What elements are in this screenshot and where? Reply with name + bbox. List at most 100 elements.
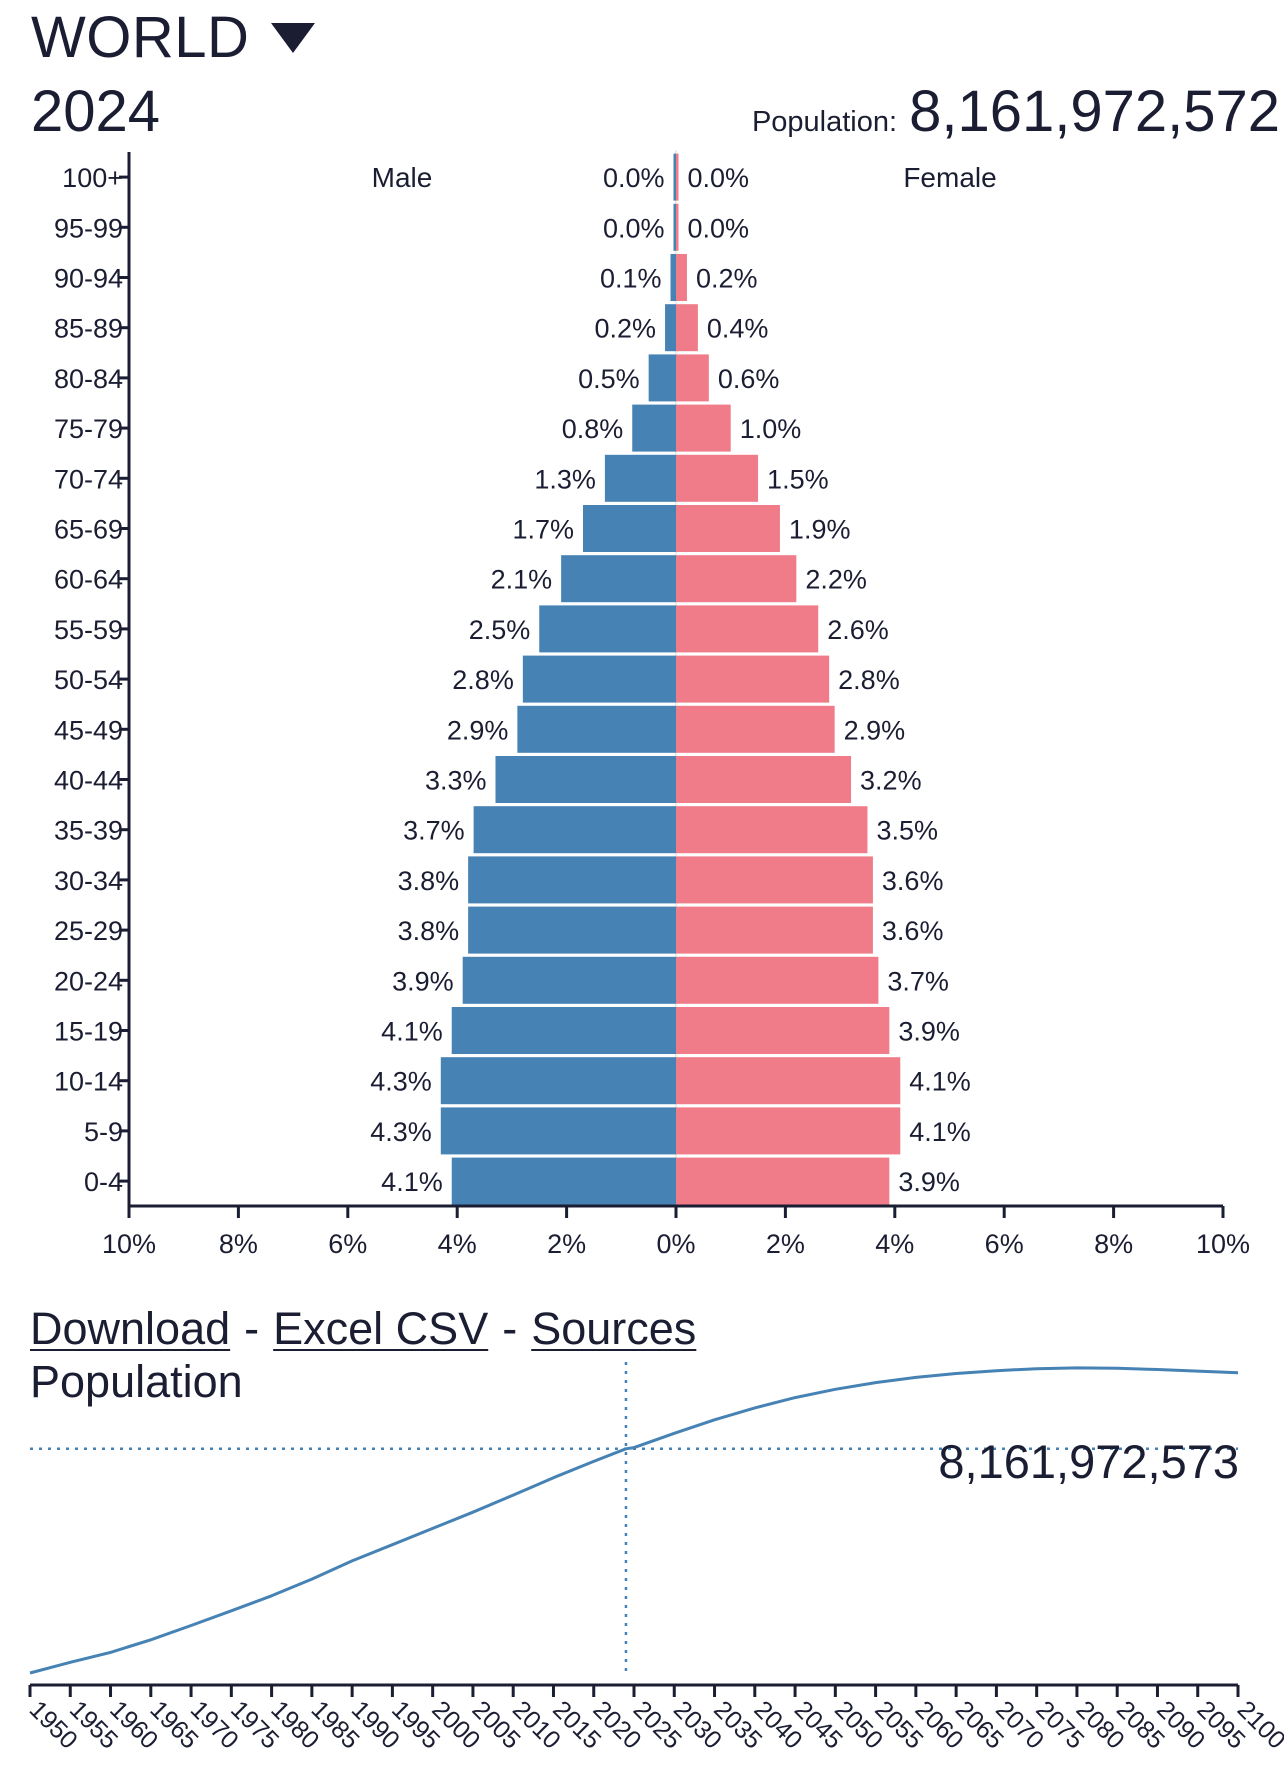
female-bar[interactable]	[676, 304, 698, 352]
male-bar[interactable]	[673, 203, 677, 251]
age-group-label: 65-69	[54, 515, 123, 545]
age-group-label: 95-99	[54, 213, 123, 243]
male-bar[interactable]	[517, 705, 676, 753]
male-bar[interactable]	[583, 505, 676, 552]
x-tick-label: 6%	[328, 1229, 367, 1259]
female-bar[interactable]	[676, 756, 852, 803]
population-value: 8,161,972,572	[909, 79, 1280, 144]
male-bar[interactable]	[451, 1157, 676, 1205]
link-separator: -	[502, 1303, 518, 1354]
female-bar[interactable]	[676, 1007, 890, 1054]
male-bar[interactable]	[632, 404, 676, 452]
age-group-label: 75-79	[54, 414, 123, 444]
x-tick-label: 8%	[1094, 1229, 1133, 1259]
female-value-label: 0.6%	[718, 364, 780, 394]
age-group-label: 90-94	[54, 264, 123, 294]
male-bar[interactable]	[468, 856, 676, 904]
male-bar[interactable]	[665, 304, 676, 352]
female-bar[interactable]	[676, 354, 709, 402]
x-tick-label: 4%	[438, 1229, 477, 1259]
region-selector[interactable]: WORLD	[31, 4, 316, 72]
female-value-label: 2.9%	[844, 715, 906, 745]
female-bar[interactable]	[676, 153, 679, 201]
female-bar[interactable]	[676, 906, 873, 954]
female-bar[interactable]	[676, 856, 873, 904]
caret-down-icon[interactable]	[271, 23, 316, 53]
x-tick-label: 4%	[875, 1229, 914, 1259]
female-bar[interactable]	[676, 956, 879, 1004]
sources-link[interactable]: Sources	[531, 1303, 697, 1354]
female-bar[interactable]	[676, 1107, 901, 1155]
age-group-label: 15-19	[54, 1017, 123, 1047]
male-bar[interactable]	[440, 1057, 676, 1105]
population-label: Population:	[751, 106, 898, 138]
trend-title: Population	[30, 1356, 243, 1407]
male-value-label: 0.0%	[603, 163, 665, 193]
female-bar[interactable]	[676, 705, 835, 753]
female-bar[interactable]	[676, 404, 731, 452]
female-value-label: 4.1%	[909, 1117, 971, 1147]
x-tick-label: 8%	[219, 1229, 258, 1259]
male-bar[interactable]	[522, 655, 676, 703]
male-value-label: 0.0%	[603, 213, 665, 243]
male-value-label: 2.9%	[447, 715, 509, 745]
female-bar[interactable]	[676, 1157, 890, 1205]
population-line[interactable]	[29, 1366, 1239, 1675]
male-value-label: 3.8%	[398, 916, 460, 946]
female-bar[interactable]	[676, 806, 868, 854]
female-value-label: 3.2%	[860, 766, 922, 796]
age-group-label: 100+	[62, 163, 123, 193]
male-value-label: 2.1%	[491, 565, 553, 595]
age-group-label: 45-49	[54, 715, 123, 745]
male-value-label: 3.7%	[403, 816, 465, 846]
male-bar[interactable]	[468, 906, 676, 954]
male-value-label: 4.1%	[381, 1017, 443, 1047]
age-group-label: 70-74	[54, 464, 123, 494]
female-bar[interactable]	[676, 454, 759, 502]
male-bar[interactable]	[561, 555, 676, 603]
age-group-label: 85-89	[54, 314, 123, 344]
age-group-label: 50-54	[54, 665, 123, 695]
male-value-label: 0.8%	[562, 414, 624, 444]
male-value-label: 0.2%	[595, 314, 657, 344]
male-bar[interactable]	[539, 605, 676, 653]
trend-value: 8,161,972,573	[938, 1435, 1239, 1488]
female-value-label: 1.0%	[740, 414, 802, 444]
download-link[interactable]: Download	[30, 1303, 231, 1354]
age-group-label: 5-9	[84, 1117, 123, 1147]
male-bar[interactable]	[451, 1007, 676, 1054]
female-value-label: 3.6%	[882, 866, 944, 896]
male-value-label: 3.9%	[392, 966, 454, 996]
x-tick-label: 6%	[985, 1229, 1024, 1259]
female-bar[interactable]	[676, 605, 819, 653]
male-bar[interactable]	[673, 153, 677, 201]
male-value-label: 1.7%	[512, 515, 574, 545]
male-value-label: 3.8%	[398, 866, 460, 896]
male-bar[interactable]	[473, 806, 676, 854]
female-bar[interactable]	[676, 655, 830, 703]
male-legend-label: Male	[372, 162, 433, 193]
female-value-label: 2.2%	[805, 565, 867, 595]
female-bar[interactable]	[676, 555, 797, 603]
x-tick-label: 2%	[766, 1229, 805, 1259]
male-value-label: 2.5%	[469, 615, 531, 645]
x-tick-label: 2%	[547, 1229, 586, 1259]
male-bar[interactable]	[604, 454, 676, 502]
male-bar[interactable]	[648, 354, 676, 402]
x-tick-label: 10%	[102, 1229, 156, 1259]
male-bar[interactable]	[440, 1107, 676, 1155]
female-bar[interactable]	[676, 1057, 901, 1105]
age-group-label: 80-84	[54, 364, 123, 394]
female-bar[interactable]	[676, 505, 780, 552]
female-value-label: 3.5%	[876, 816, 938, 846]
male-bar[interactable]	[495, 756, 676, 803]
excel-csv-link[interactable]: Excel CSV	[273, 1303, 489, 1354]
female-value-label: 3.9%	[898, 1167, 960, 1197]
male-bar[interactable]	[462, 956, 676, 1004]
population-trend-chart[interactable]: 1950195519601965197019751980198519901995…	[0, 1340, 1284, 1783]
female-bar[interactable]	[676, 254, 687, 301]
population-summary: Population: 8,161,972,572	[752, 78, 1280, 146]
female-bar[interactable]	[676, 203, 679, 251]
female-value-label: 4.1%	[909, 1067, 971, 1097]
male-bar[interactable]	[670, 254, 676, 301]
